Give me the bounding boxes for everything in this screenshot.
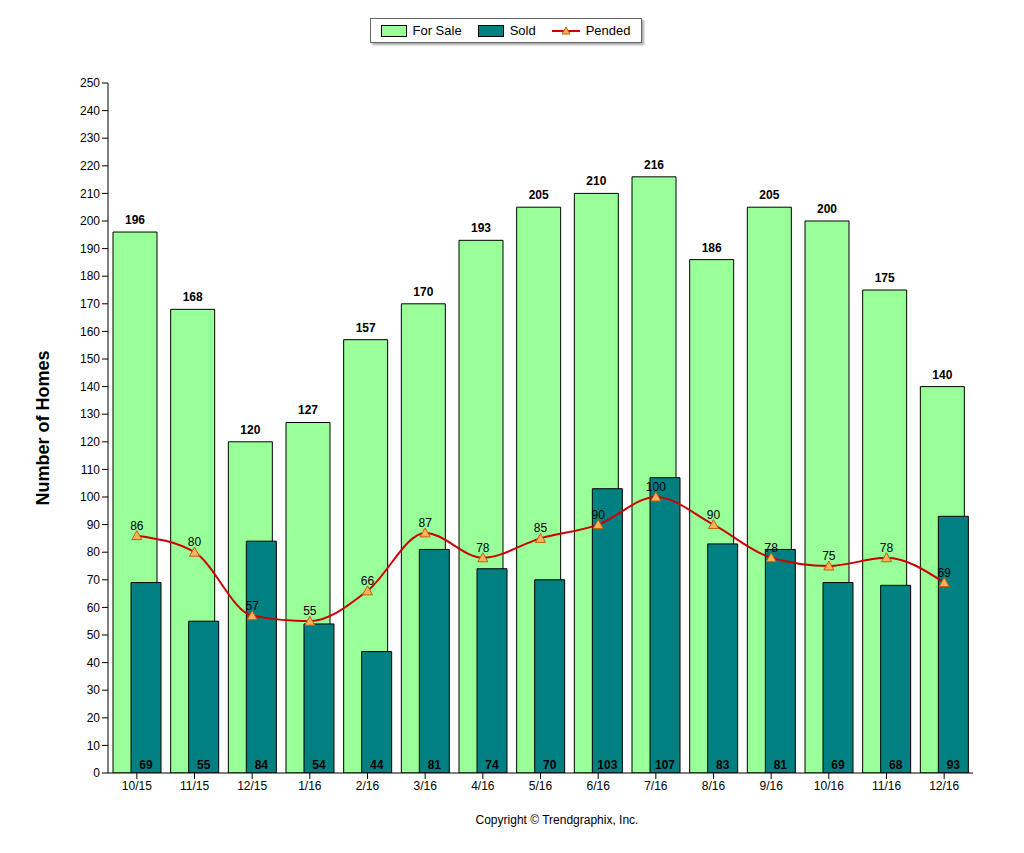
svg-text:44: 44	[370, 758, 384, 772]
svg-text:54: 54	[312, 758, 326, 772]
svg-text:170: 170	[80, 297, 100, 311]
svg-text:84: 84	[255, 758, 269, 772]
svg-text:103: 103	[597, 758, 617, 772]
svg-text:69: 69	[831, 758, 845, 772]
svg-text:78: 78	[880, 541, 894, 555]
svg-text:180: 180	[80, 269, 100, 283]
svg-text:193: 193	[471, 221, 491, 235]
svg-text:186: 186	[702, 241, 722, 255]
svg-text:90: 90	[707, 508, 721, 522]
svg-text:40: 40	[87, 656, 101, 670]
svg-text:100: 100	[646, 480, 666, 494]
svg-text:3/16: 3/16	[413, 779, 437, 793]
svg-text:250: 250	[80, 76, 100, 90]
svg-text:175: 175	[875, 271, 895, 285]
svg-text:68: 68	[889, 758, 903, 772]
svg-text:11/16: 11/16	[872, 779, 901, 793]
svg-text:205: 205	[759, 188, 779, 202]
svg-text:1/16: 1/16	[298, 779, 322, 793]
svg-text:157: 157	[356, 321, 376, 335]
svg-text:100: 100	[80, 490, 100, 504]
svg-text:74: 74	[485, 758, 499, 772]
html-text:Sold: Sold	[509, 23, 536, 38]
svg-text:55: 55	[197, 758, 211, 772]
svg-text:12/15: 12/15	[237, 779, 267, 793]
svg-text:120: 120	[80, 435, 100, 449]
svg-text:7/16: 7/16	[644, 779, 668, 793]
svg-text:196: 196	[125, 213, 145, 227]
svg-text:9/16: 9/16	[759, 779, 783, 793]
svg-text:140: 140	[80, 380, 100, 394]
svg-text:70: 70	[87, 573, 101, 587]
svg-text:66: 66	[361, 574, 375, 588]
svg-text:70: 70	[543, 758, 557, 772]
svg-text:230: 230	[80, 131, 100, 145]
svg-text:210: 210	[80, 187, 100, 201]
svg-text:10/16: 10/16	[814, 779, 844, 793]
svg-text:168: 168	[183, 290, 203, 304]
svg-text:160: 160	[80, 325, 100, 339]
svg-text:220: 220	[80, 159, 100, 173]
svg-text:200: 200	[817, 202, 837, 216]
svg-text:107: 107	[655, 758, 675, 772]
svg-text:10: 10	[87, 739, 101, 753]
svg-text:10/15: 10/15	[122, 779, 152, 793]
svg-text:6/16: 6/16	[586, 779, 610, 793]
svg-text:85: 85	[534, 521, 548, 535]
svg-text:11/15: 11/15	[180, 779, 209, 793]
html-text:Pended: Pended	[585, 23, 631, 38]
svg-text:Number of Homes: Number of Homes	[33, 350, 53, 505]
svg-text:55: 55	[303, 604, 317, 618]
svg-text:57: 57	[245, 599, 259, 613]
svg-text:127: 127	[298, 403, 318, 417]
svg-text:240: 240	[80, 104, 100, 118]
svg-text:4/16: 4/16	[471, 779, 495, 793]
svg-text:81: 81	[774, 758, 788, 772]
svg-text:2/16: 2/16	[356, 779, 380, 793]
svg-text:83: 83	[716, 758, 730, 772]
svg-text:30: 30	[87, 683, 101, 697]
svg-text:8/16: 8/16	[702, 779, 726, 793]
svg-text:190: 190	[80, 242, 100, 256]
svg-text:150: 150	[80, 352, 100, 366]
svg-text:140: 140	[932, 368, 952, 382]
svg-text:205: 205	[529, 188, 549, 202]
html-text:For Sale: For Sale	[412, 23, 462, 38]
svg-text:80: 80	[188, 535, 202, 549]
svg-text:210: 210	[586, 174, 606, 188]
svg-text:12/16: 12/16	[929, 779, 959, 793]
svg-text:200: 200	[80, 214, 100, 228]
svg-text:80: 80	[87, 545, 101, 559]
svg-text:69: 69	[937, 566, 951, 580]
svg-text:170: 170	[413, 285, 433, 299]
svg-text:130: 130	[80, 407, 100, 421]
svg-text:86: 86	[130, 519, 144, 533]
svg-text:81: 81	[428, 758, 442, 772]
svg-text:69: 69	[139, 758, 153, 772]
svg-text:78: 78	[476, 541, 490, 555]
svg-text:216: 216	[644, 158, 664, 172]
svg-text:20: 20	[87, 711, 101, 725]
svg-text:93: 93	[947, 758, 961, 772]
svg-text:90: 90	[87, 518, 101, 532]
svg-text:78: 78	[764, 541, 778, 555]
svg-text:0: 0	[93, 766, 100, 780]
svg-text:5/16: 5/16	[529, 779, 553, 793]
svg-text:87: 87	[418, 516, 432, 530]
svg-text:90: 90	[591, 508, 605, 522]
svg-text:110: 110	[81, 463, 100, 477]
svg-text:75: 75	[822, 549, 836, 563]
svg-text:50: 50	[87, 628, 101, 642]
html-text:Copyright © Trendgraphix, Inc.: Copyright © Trendgraphix, Inc.	[475, 813, 639, 827]
svg-text:120: 120	[240, 423, 260, 437]
svg-text:60: 60	[87, 601, 101, 615]
